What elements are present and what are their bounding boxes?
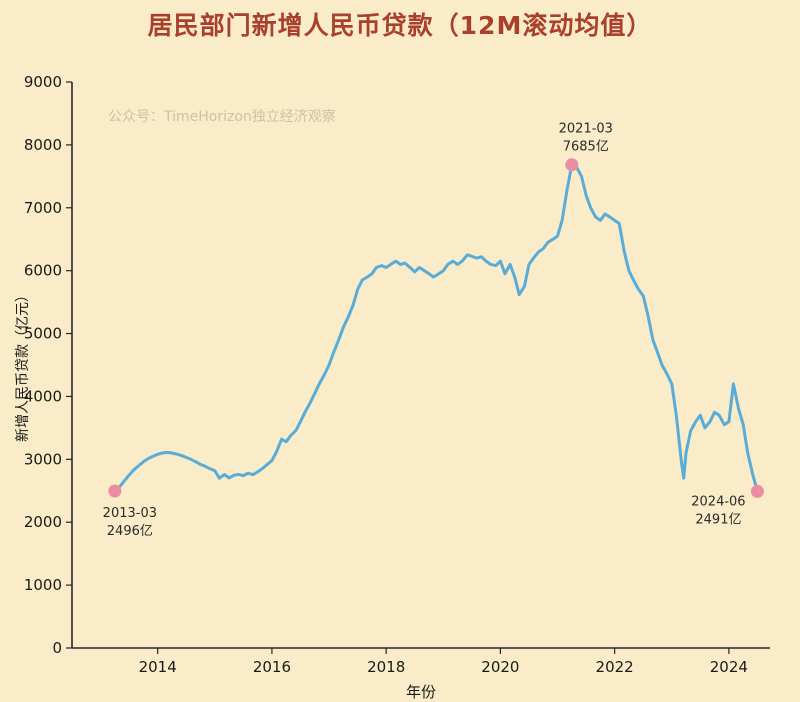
x-axis-label: 年份 bbox=[405, 683, 436, 701]
annotation-line: 2024-06 bbox=[691, 494, 745, 509]
x-tick-label: 2020 bbox=[481, 658, 519, 676]
y-tick-label: 7000 bbox=[24, 199, 62, 217]
data-point-marker bbox=[750, 484, 764, 498]
data-point-marker bbox=[108, 484, 122, 498]
y-tick-label: 2000 bbox=[24, 513, 62, 531]
y-tick-label: 3000 bbox=[24, 450, 62, 468]
annotation-line: 2496亿 bbox=[107, 524, 153, 539]
x-tick-label: 2014 bbox=[139, 658, 177, 676]
annotation-line: 2491亿 bbox=[695, 512, 741, 527]
annotation-line: 2021-03 bbox=[559, 122, 613, 137]
chart-title: 居民部门新增人民币贷款（12M滚动均值） bbox=[147, 11, 653, 40]
y-tick-label: 6000 bbox=[24, 262, 62, 280]
x-tick-label: 2018 bbox=[367, 658, 405, 676]
y-tick-label: 8000 bbox=[24, 136, 62, 154]
x-tick-label: 2016 bbox=[253, 658, 291, 676]
x-tick-label: 2024 bbox=[710, 658, 748, 676]
y-tick-label: 9000 bbox=[24, 73, 62, 91]
y-tick-label: 1000 bbox=[24, 576, 62, 594]
x-tick-label: 2022 bbox=[596, 658, 634, 676]
annotation-line: 7685亿 bbox=[563, 140, 609, 155]
data-point-marker bbox=[565, 158, 579, 172]
annotation-line: 2013-03 bbox=[103, 506, 157, 521]
series-line bbox=[113, 163, 759, 493]
y-tick-label: 5000 bbox=[24, 325, 62, 343]
y-tick-label: 0 bbox=[52, 639, 62, 657]
y-tick-label: 4000 bbox=[24, 387, 62, 405]
y-axis-label: 新增人民币贷款（亿元） bbox=[15, 288, 31, 442]
